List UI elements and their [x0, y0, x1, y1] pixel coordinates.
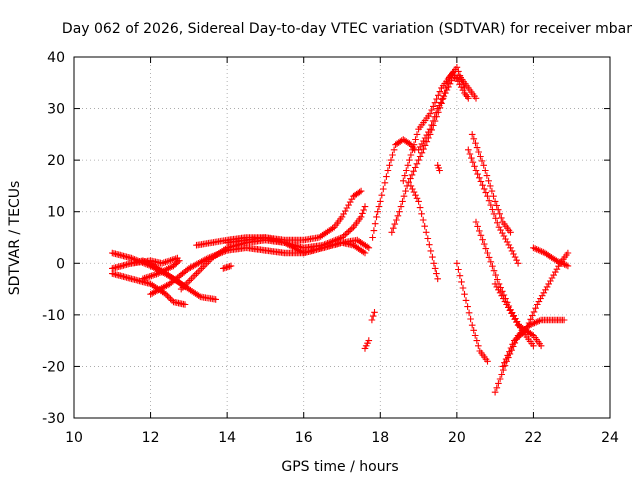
series-track-20	[465, 146, 522, 267]
series-track-11	[361, 337, 373, 352]
y-tick-label: 40	[47, 50, 65, 66]
x-tick-label: 22	[525, 430, 543, 446]
series-track-10	[220, 262, 235, 272]
series-marks	[465, 146, 522, 267]
series-marks	[453, 260, 491, 365]
series-track-18	[434, 162, 443, 174]
series-track-2	[109, 270, 189, 308]
x-tick-label: 10	[65, 430, 83, 446]
grid-lines	[74, 57, 610, 418]
series-marks	[468, 131, 514, 236]
series-marks	[407, 182, 441, 283]
data-marks	[109, 64, 572, 396]
series-marks	[491, 316, 568, 396]
series-track-26	[530, 244, 572, 270]
x-tick-label: 20	[448, 430, 466, 446]
y-tick-label: 30	[47, 102, 65, 118]
series-marks	[220, 262, 235, 272]
y-tick-label: -30	[42, 411, 65, 427]
series-track-19	[453, 260, 491, 365]
y-tick-label: 10	[47, 205, 65, 221]
series-track-16	[400, 69, 472, 185]
y-tick-label: 20	[47, 153, 65, 169]
series-marks	[139, 257, 183, 283]
series-track-9	[223, 234, 373, 257]
series-marks	[415, 74, 480, 154]
series-marks	[388, 64, 468, 236]
series-track-12	[368, 309, 378, 324]
series-marks	[223, 234, 373, 257]
series-track-21	[468, 131, 514, 236]
series-marks	[109, 270, 189, 308]
series-track-5	[128, 254, 181, 267]
series-track-15	[407, 182, 441, 283]
y-tick-label: -10	[42, 308, 65, 324]
x-axis-label: GPS time / hours	[281, 459, 398, 475]
axes: 10 12 14 16 18 20 22 24 -30 -20 -10 0 10 20 30 40	[42, 50, 619, 446]
y-tick-label: -20	[42, 359, 65, 375]
series-marks	[128, 254, 181, 267]
x-tick-label: 12	[142, 430, 160, 446]
series-track-24	[491, 316, 568, 396]
x-tick-label: 18	[371, 430, 389, 446]
series-marks	[400, 69, 472, 185]
plot-frame	[73, 56, 611, 419]
series-marks	[434, 162, 443, 174]
series-marks	[368, 309, 378, 324]
chart-title: Day 062 of 2026, Sidereal Day-to-day VTE…	[62, 21, 632, 37]
series-track-4	[139, 257, 183, 283]
y-axis-label: SDTVAR / TECUs	[7, 181, 23, 296]
series-marks	[530, 244, 572, 270]
series-track-17	[415, 74, 480, 154]
series-track-14	[388, 64, 468, 236]
x-tick-label: 24	[601, 430, 619, 446]
x-tick-label: 14	[218, 430, 236, 446]
y-tick-label: 0	[56, 256, 65, 272]
series-marks	[361, 337, 373, 352]
x-tick-label: 16	[295, 430, 313, 446]
